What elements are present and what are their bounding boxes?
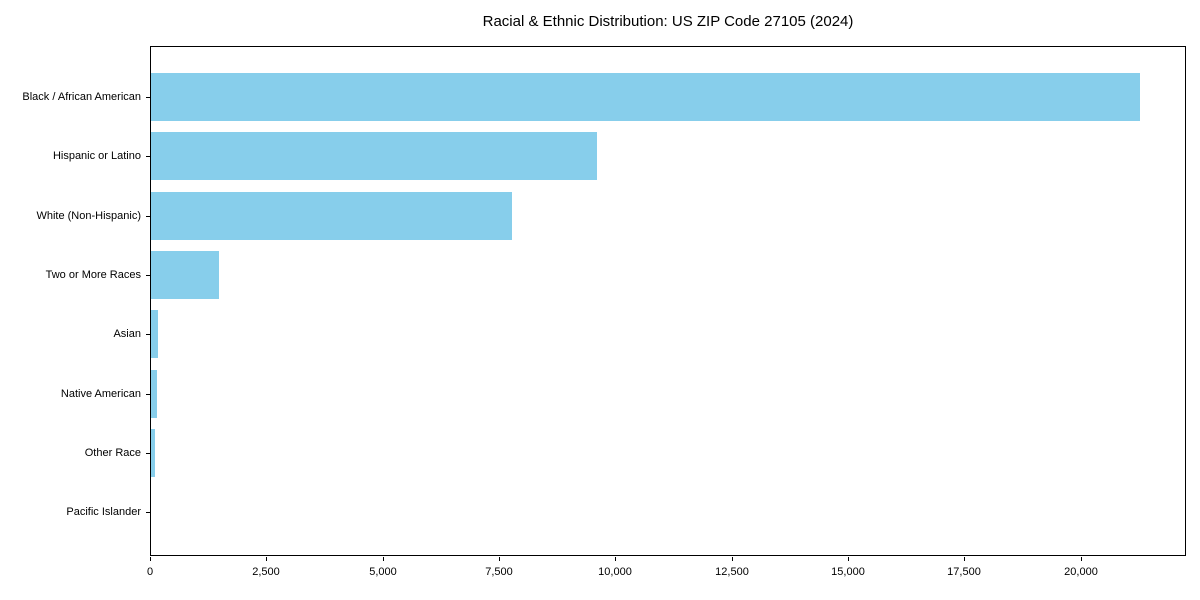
x-tick-label-0: 0 [146, 566, 154, 578]
x-tick-label-5000: 5,000 [369, 566, 397, 578]
y-axis-tick [146, 97, 150, 98]
x-axis-tick [848, 557, 849, 561]
x-tick-label-2500: 2,500 [252, 566, 280, 578]
x-tick-label-17500: 17,500 [947, 566, 981, 578]
bar-other-race [151, 428, 155, 477]
bar-black-african-american [151, 73, 1140, 121]
y-axis-tick [146, 156, 150, 158]
y-tick-label-hispanic-or-latino: Hispanic or Latino [52, 150, 141, 163]
x-axis-tick [150, 557, 151, 561]
y-axis-tick [146, 393, 150, 395]
y-tick-label-asian: Asian [113, 328, 141, 341]
y-axis-tick [146, 512, 150, 514]
bar-hispanic-or-latino [151, 132, 597, 181]
y-axis-tick [146, 334, 150, 336]
x-axis-tick [964, 557, 965, 561]
x-tick-label-12500: 12,500 [715, 566, 749, 578]
y-tick-label-black-african-american: Black / African American [22, 91, 141, 103]
bar-native-american [151, 369, 157, 418]
bar-asian [151, 310, 158, 359]
y-axis-tick [146, 452, 150, 454]
y-tick-label-white-non-hispanic: White (Non-Hispanic) [36, 209, 141, 222]
y-tick-label-native-american: Native American [60, 387, 141, 400]
x-axis-tick [1081, 557, 1082, 561]
x-axis-tick [383, 557, 384, 561]
x-tick-label-7500: 7,500 [485, 566, 513, 578]
x-axis-tick [732, 557, 733, 561]
x-axis-tick [615, 557, 616, 561]
y-axis-tick [146, 215, 150, 217]
x-tick-label-10000: 10,000 [598, 566, 632, 578]
chart-title: Racial & Ethnic Distribution: US ZIP Cod… [482, 13, 854, 30]
x-tick-label-15000: 15,000 [831, 566, 865, 578]
plot-area [150, 46, 1186, 556]
y-tick-label-two-or-more-races: Two or More Races [45, 268, 141, 281]
x-axis-tick [499, 557, 500, 561]
y-axis-tick [146, 274, 150, 276]
x-axis-tick [266, 557, 267, 561]
y-tick-label-other-race: Other Race [84, 446, 141, 459]
bar-white-non-hispanic [151, 191, 512, 240]
x-tick-label-20000: 20,000 [1064, 566, 1098, 578]
y-tick-label-pacific-islander: Pacific Islander [66, 506, 141, 519]
bar-two-or-more-races [151, 250, 219, 299]
